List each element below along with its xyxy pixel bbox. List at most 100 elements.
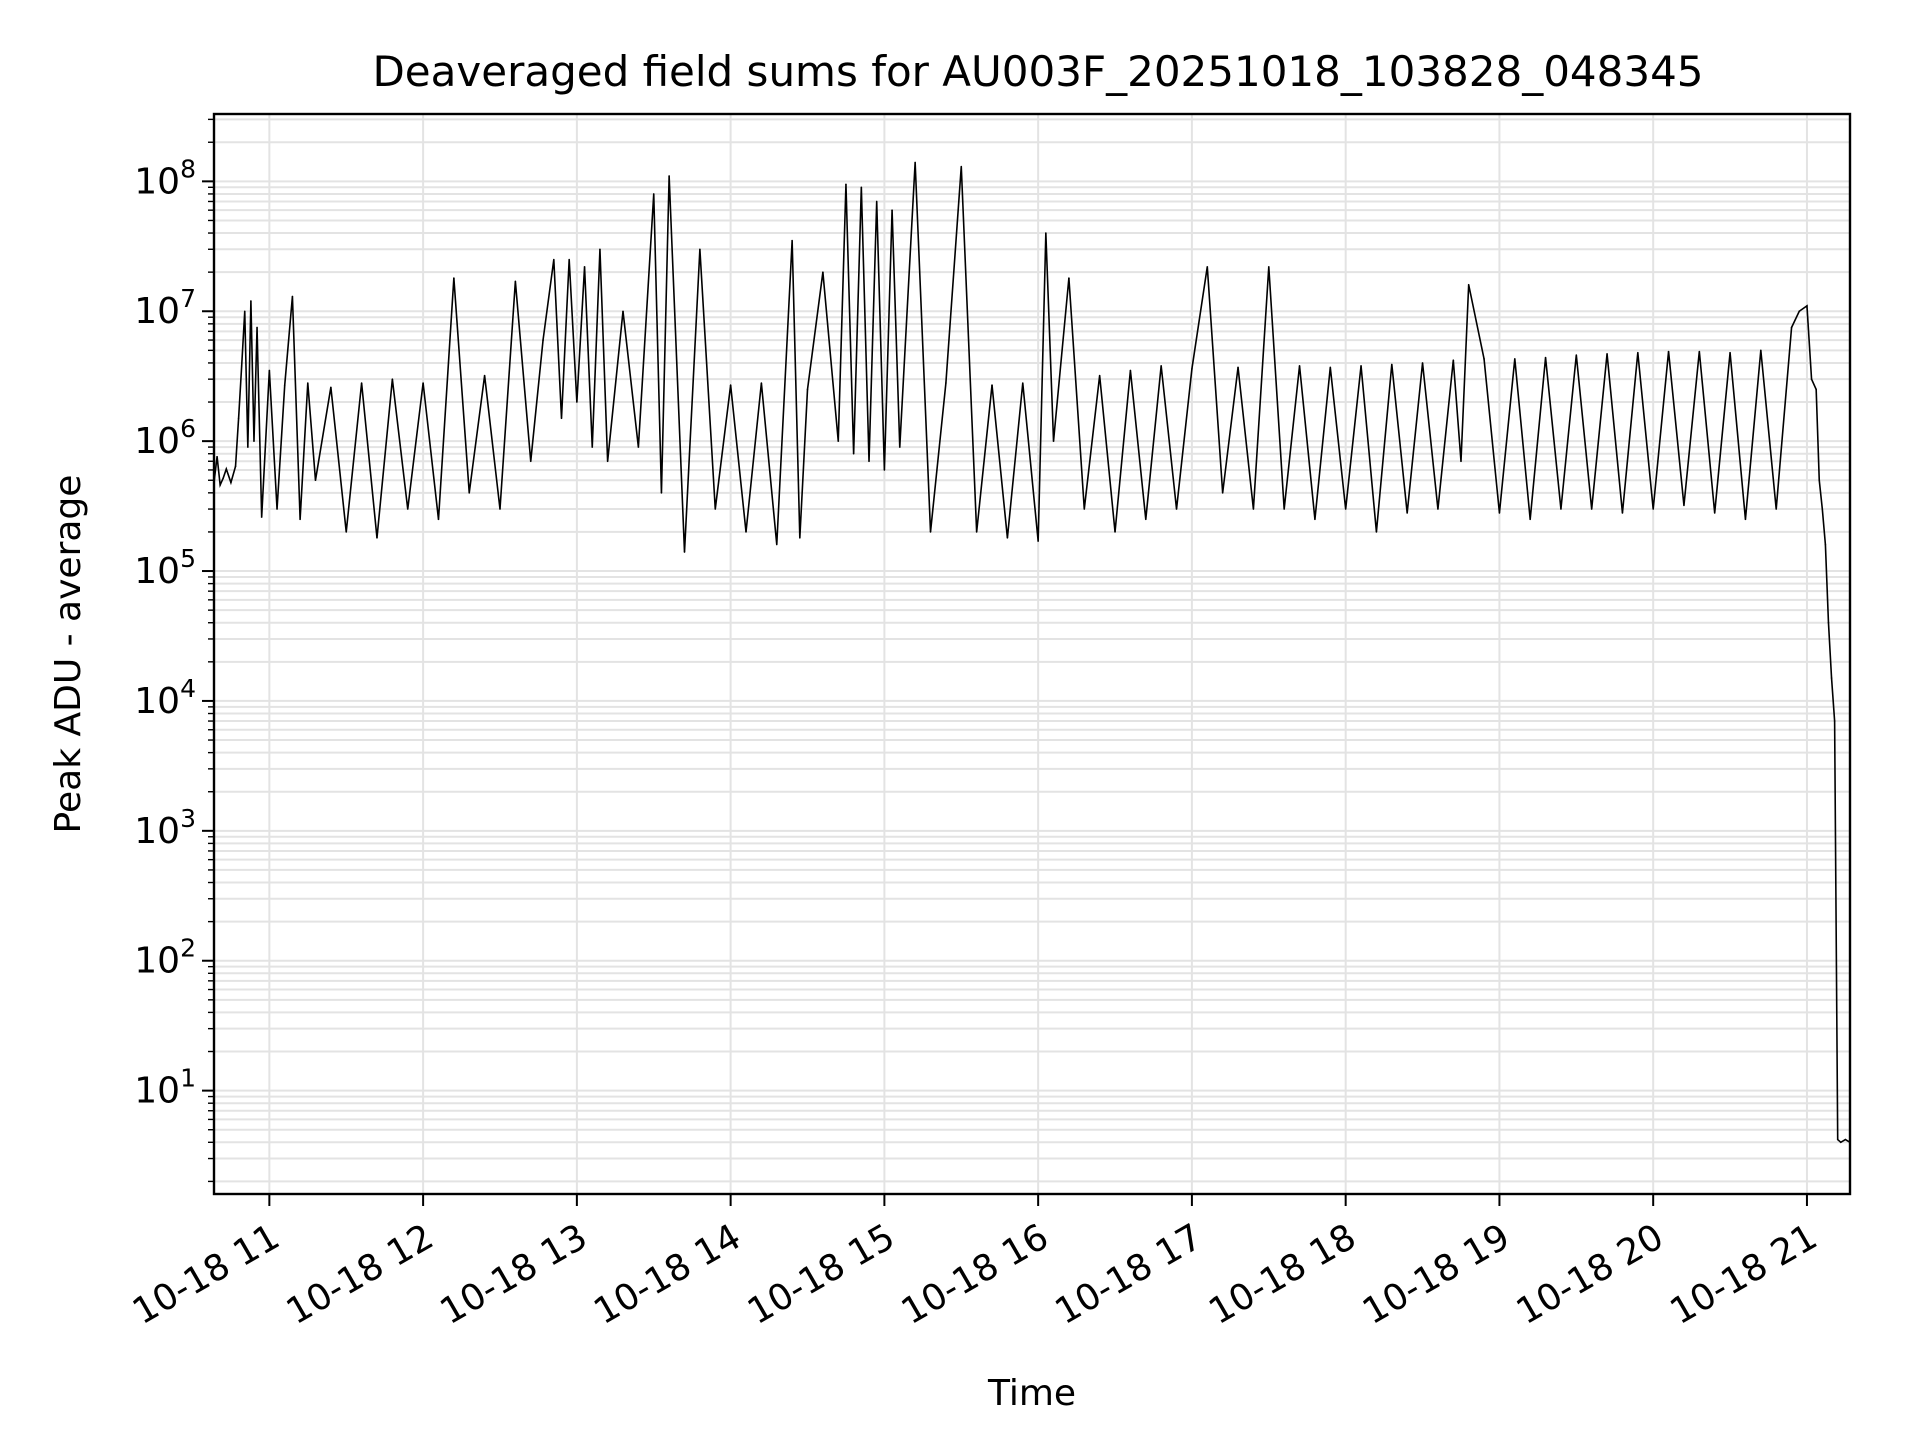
data-point — [1824, 543, 1827, 546]
data-point — [775, 543, 778, 546]
data-point — [568, 258, 570, 261]
data-point — [599, 248, 601, 251]
data-point — [1221, 492, 1224, 494]
data-point — [268, 369, 271, 372]
data-point — [283, 384, 286, 386]
data-point — [1698, 350, 1701, 353]
data-point — [760, 382, 763, 384]
data-point — [1798, 310, 1801, 313]
data-point — [660, 492, 663, 494]
data-point — [975, 531, 978, 533]
data-point — [222, 477, 225, 479]
y-tick-label: 103 — [134, 804, 196, 852]
data-point — [929, 531, 932, 533]
data-point — [1052, 440, 1055, 442]
data-point — [1037, 540, 1039, 542]
data-point — [1360, 365, 1362, 367]
data-point — [422, 382, 424, 384]
y-tick-label: 102 — [134, 934, 196, 982]
data-point — [314, 479, 317, 482]
data-point — [1098, 374, 1101, 377]
data-point — [837, 440, 840, 442]
y-tick-label: 105 — [134, 544, 196, 592]
data-point — [745, 531, 747, 533]
data-point — [576, 401, 578, 403]
y-tick-label: 101 — [134, 1064, 196, 1112]
data-point — [991, 384, 993, 386]
data-point — [652, 193, 655, 195]
data-point — [1833, 720, 1836, 722]
data-point — [1329, 366, 1332, 369]
data-point — [247, 446, 249, 448]
data-point — [243, 310, 246, 313]
data-point — [542, 339, 544, 341]
data-point — [1590, 508, 1593, 510]
data-point — [1344, 508, 1347, 510]
data-point — [306, 382, 309, 384]
data-point — [791, 239, 793, 242]
data-point — [376, 537, 378, 539]
data-point — [256, 326, 258, 329]
data-point — [1667, 350, 1670, 353]
data-point — [1175, 508, 1178, 510]
y-tick-label: 107 — [134, 284, 196, 332]
data-point — [1406, 512, 1408, 514]
data-point — [1144, 518, 1147, 521]
data-point — [250, 300, 252, 302]
data-point — [1452, 359, 1455, 361]
data-point — [914, 161, 916, 164]
data-point — [219, 484, 221, 486]
data-point — [637, 446, 640, 448]
data-point — [1045, 232, 1047, 234]
data-point — [1729, 351, 1731, 354]
data-point — [1514, 358, 1516, 360]
data-point — [1483, 358, 1485, 360]
data-point — [729, 384, 732, 386]
data-point — [1129, 369, 1132, 372]
data-point — [898, 446, 901, 448]
data-point — [360, 382, 363, 384]
data-point — [860, 186, 863, 189]
data-point — [583, 265, 586, 268]
data-point — [891, 209, 893, 211]
data-point — [1652, 508, 1654, 510]
data-point — [883, 469, 886, 471]
data-point — [714, 508, 717, 510]
data-point — [1498, 512, 1501, 514]
data-point — [1818, 479, 1821, 482]
data-point — [1068, 277, 1070, 279]
series-line — [213, 162, 1851, 1144]
data-point — [1830, 677, 1833, 679]
y-tick-label: 104 — [134, 674, 196, 722]
data-point — [845, 183, 847, 186]
data-point — [1827, 621, 1830, 624]
data-point — [345, 531, 348, 533]
data-point — [1206, 265, 1209, 268]
data-point — [868, 460, 870, 463]
data-point — [799, 537, 801, 539]
data-point — [483, 374, 486, 377]
data-point — [822, 271, 824, 273]
data-point — [237, 417, 240, 420]
data-point — [960, 165, 963, 168]
data-point — [468, 492, 471, 494]
y-tick-label: 108 — [134, 154, 196, 202]
data-point — [230, 481, 232, 484]
y-tick-label: 106 — [134, 414, 196, 462]
data-point — [806, 388, 809, 391]
data-point — [1252, 508, 1255, 510]
data-point — [683, 551, 686, 553]
data-point — [1815, 388, 1817, 391]
data-point — [406, 508, 409, 510]
data-point — [234, 465, 237, 468]
y-axis-label: Peak ADU - average — [48, 475, 89, 834]
data-point — [852, 452, 855, 455]
data-point — [1836, 1138, 1839, 1141]
data-point — [560, 417, 563, 420]
data-point — [1298, 365, 1301, 367]
data-point — [1375, 531, 1378, 533]
data-point — [453, 277, 455, 279]
data-point — [1237, 366, 1239, 369]
